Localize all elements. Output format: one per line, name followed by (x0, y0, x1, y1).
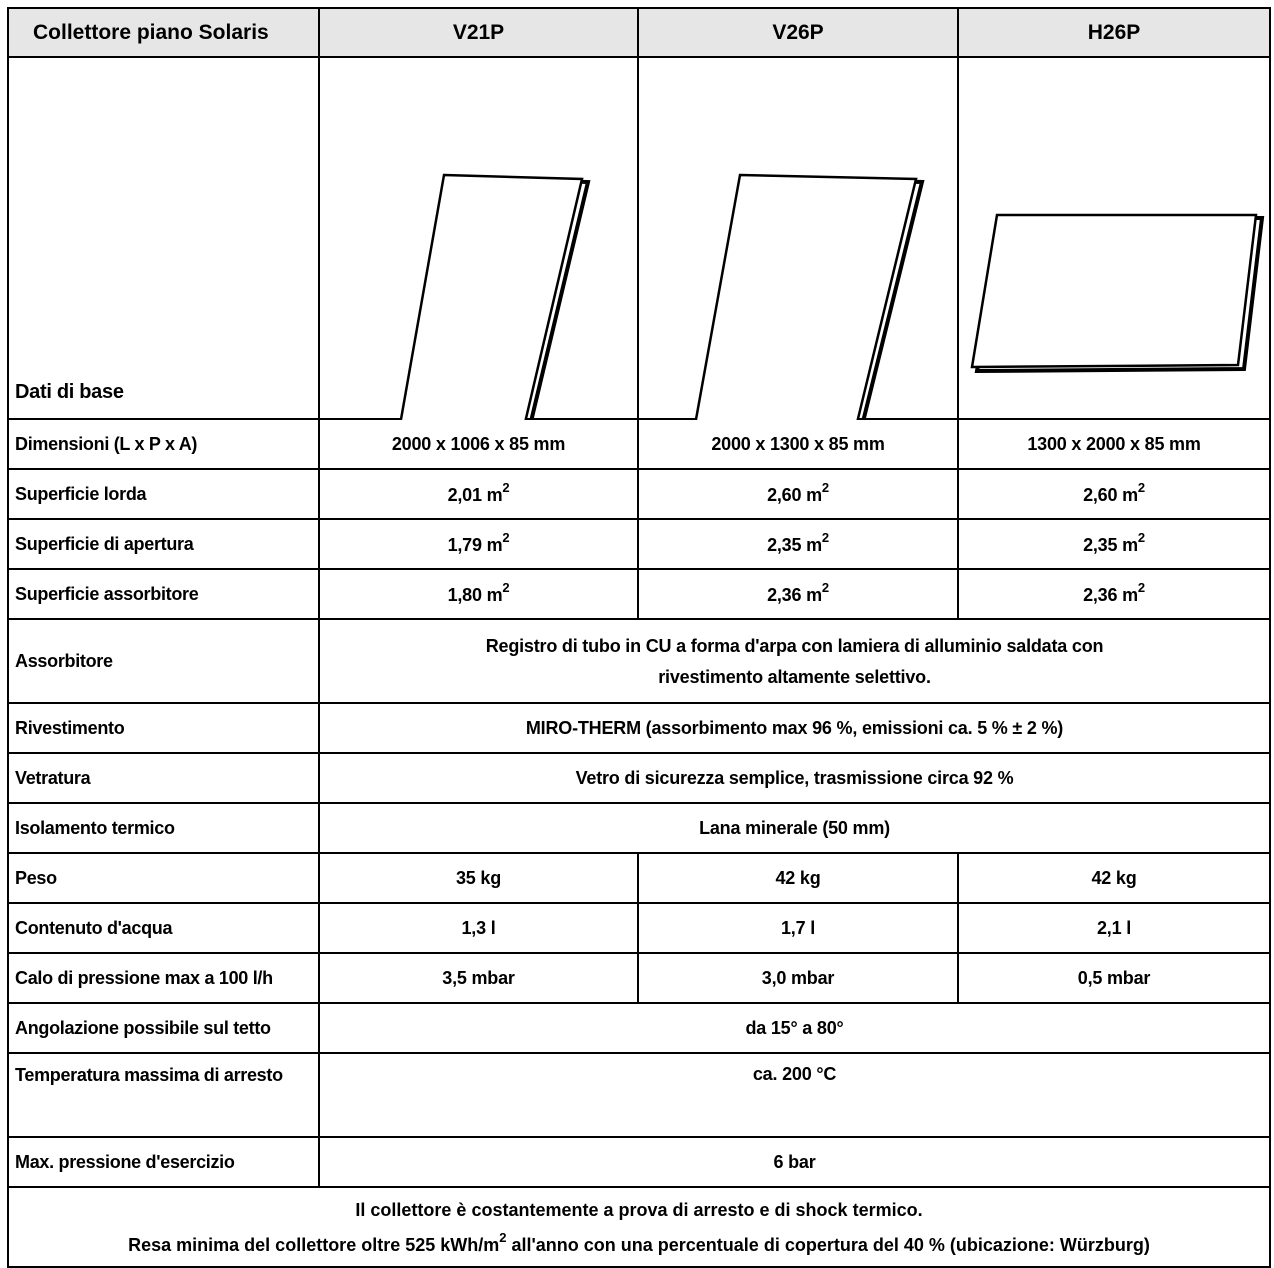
table-row: Vetratura Vetro di sicurezza semplice, t… (7, 752, 1271, 804)
cell-value: 1,7 l (637, 902, 959, 954)
h26p-image-cell (957, 56, 1271, 420)
cell-value: Vetro di sicurezza semplice, trasmission… (318, 752, 1271, 804)
cell-value: 2,60 m2 (637, 468, 959, 520)
cell-value: Lana minerale (50 mm) (318, 802, 1271, 854)
cell-value: 2,01 m2 (318, 468, 639, 520)
absorber-line-2: rivestimento altamente selettivo. (658, 667, 931, 687)
cell-value: 6 bar (318, 1136, 1271, 1188)
table-row: Isolamento termico Lana minerale (50 mm) (7, 802, 1271, 854)
table-row: Angolazione possibile sul tetto da 15° a… (7, 1002, 1271, 1054)
cell-value: Registro di tubo in CU a forma d'arpa co… (318, 618, 1271, 704)
cell-value: 1,79 m2 (318, 518, 639, 570)
v26p-image-cell (637, 56, 959, 420)
cell-value: 2,1 l (957, 902, 1271, 954)
footer-row: Il collettore è costantemente a prova di… (7, 1186, 1271, 1268)
row-label: Angolazione possibile sul tetto (7, 1002, 320, 1054)
horizontal-collector-panel-icon (970, 213, 1265, 374)
table-row: Max. pressione d'esercizio 6 bar (7, 1136, 1271, 1188)
cell-value: 2,36 m2 (637, 568, 959, 620)
cell-value: 1,3 l (318, 902, 639, 954)
cell-value: 2000 x 1300 x 85 mm (637, 418, 959, 470)
base-data-label: Dati di base (7, 56, 320, 420)
table-row: Rivestimento MIRO-THERM (assorbimento ma… (7, 702, 1271, 754)
table-row: Superficie assorbitore 1,80 m2 2,36 m2 2… (7, 568, 1271, 620)
footer-line-2: Resa minima del collettore oltre 525 kWh… (128, 1229, 1150, 1255)
collector-spec-table: Collettore piano Solaris V21P V26P H26P … (7, 7, 1271, 1268)
cell-value: ca. 200 °C (318, 1052, 1271, 1138)
cell-value: 1300 x 2000 x 85 mm (957, 418, 1271, 470)
row-label: Rivestimento (7, 702, 320, 754)
cell-value: MIRO-THERM (assorbimento max 96 %, emiss… (318, 702, 1271, 754)
cell-value: 1,80 m2 (318, 568, 639, 620)
cell-value: da 15° a 80° (318, 1002, 1271, 1054)
footer-note: Il collettore è costantemente a prova di… (7, 1186, 1271, 1268)
table-row: Peso 35 kg 42 kg 42 kg (7, 852, 1271, 904)
header-row: Collettore piano Solaris V21P V26P H26P (7, 7, 1271, 58)
row-label: Temperatura massima di arresto (7, 1052, 320, 1138)
vertical-collector-panel-icon (399, 173, 591, 420)
row-label: Max. pressione d'esercizio (7, 1136, 320, 1188)
table-title: Collettore piano Solaris (7, 7, 320, 58)
row-label: Dimensioni (L x P x A) (7, 418, 320, 470)
table-row: Superficie di apertura 1,79 m2 2,35 m2 2… (7, 518, 1271, 570)
cell-value: 2,36 m2 (957, 568, 1271, 620)
model-h26p: H26P (957, 7, 1271, 58)
cell-value: 42 kg (957, 852, 1271, 904)
cell-value: 42 kg (637, 852, 959, 904)
footer-line-1: Il collettore è costantemente a prova di… (355, 1199, 923, 1220)
table-row: Calo di pressione max a 100 l/h 3,5 mbar… (7, 952, 1271, 1004)
row-label: Peso (7, 852, 320, 904)
table-row: Contenuto d'acqua 1,3 l 1,7 l 2,1 l (7, 902, 1271, 954)
cell-value: 3,5 mbar (318, 952, 639, 1004)
row-label: Superficie assorbitore (7, 568, 320, 620)
image-row: Dati di base (7, 56, 1271, 420)
row-label: Assorbitore (7, 618, 320, 704)
table-row: Dimensioni (L x P x A) 2000 x 1006 x 85 … (7, 418, 1271, 470)
table-row: Assorbitore Registro di tubo in CU a for… (7, 618, 1271, 704)
cell-value: 2,35 m2 (637, 518, 959, 570)
table-row: Superficie lorda 2,01 m2 2,60 m2 2,60 m2 (7, 468, 1271, 520)
vertical-collector-panel-icon (694, 173, 925, 420)
cell-value: 2,60 m2 (957, 468, 1271, 520)
cell-value: 2,35 m2 (957, 518, 1271, 570)
cell-value: 35 kg (318, 852, 639, 904)
row-label: Contenuto d'acqua (7, 902, 320, 954)
row-label: Superficie lorda (7, 468, 320, 520)
absorber-line-1: Registro di tubo in CU a forma d'arpa co… (485, 636, 1104, 656)
cell-value: 3,0 mbar (637, 952, 959, 1004)
row-label: Vetratura (7, 752, 320, 804)
row-label: Superficie di apertura (7, 518, 320, 570)
row-label: Isolamento termico (7, 802, 320, 854)
row-label: Calo di pressione max a 100 l/h (7, 952, 320, 1004)
v21p-image-cell (318, 56, 639, 420)
model-v26p: V26P (637, 7, 959, 58)
table-row: Temperatura massima di arresto ca. 200 °… (7, 1052, 1271, 1138)
model-v21p: V21P (318, 7, 639, 58)
cell-value: 0,5 mbar (957, 952, 1271, 1004)
cell-value: 2000 x 1006 x 85 mm (318, 418, 639, 470)
